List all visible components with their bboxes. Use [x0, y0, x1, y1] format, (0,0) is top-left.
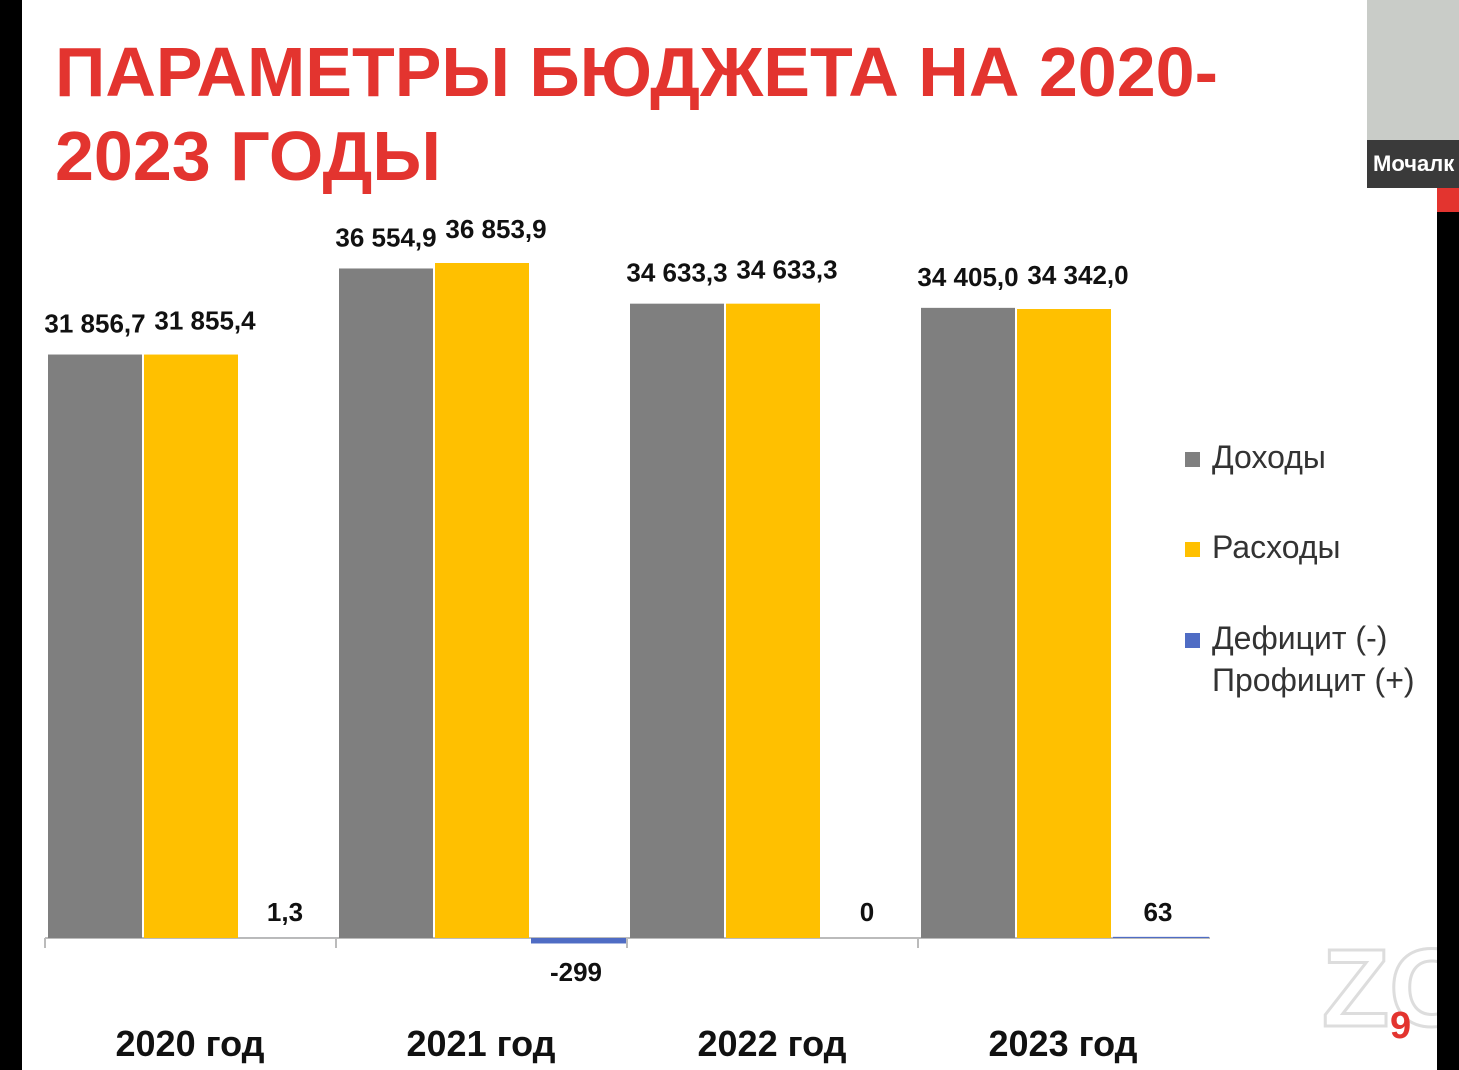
data-label: 36 554,9: [335, 222, 436, 252]
watermark: ZO: [1322, 926, 1437, 1052]
data-label: 1,3: [267, 897, 303, 927]
data-label: 34 633,3: [736, 255, 837, 285]
bar: [144, 354, 238, 938]
data-label: 34 405,0: [917, 262, 1018, 292]
bar: [726, 303, 820, 939]
x-tick-label: 2023 год: [989, 1023, 1138, 1064]
data-label: 36 853,9: [445, 214, 546, 244]
x-tick-label: 2021 год: [407, 1023, 556, 1064]
bar: [339, 268, 433, 939]
data-label: -299: [550, 957, 602, 987]
bar: [435, 263, 529, 938]
legend-label: Доходы: [1212, 439, 1326, 475]
x-tick-label: 2020 год: [116, 1023, 265, 1064]
x-tick-label: 2022 год: [698, 1023, 847, 1064]
bar: [630, 303, 724, 939]
legend-swatch: [1185, 452, 1200, 467]
bar: [1017, 309, 1111, 939]
data-label: 34 633,3: [626, 258, 727, 288]
bar: [48, 354, 142, 938]
legend-swatch: [1185, 633, 1200, 648]
bar: [531, 938, 627, 944]
legend-label: Расходы: [1212, 529, 1341, 565]
slide-number: 9: [1390, 1005, 1412, 1047]
data-label: 31 855,4: [154, 306, 256, 336]
bar: [1113, 936, 1209, 938]
data-label: 63: [1144, 897, 1173, 927]
indicator: [1437, 188, 1459, 212]
data-label: 0: [860, 897, 874, 927]
data-label: 31 856,7: [44, 309, 145, 339]
legend-swatch: [1185, 542, 1200, 557]
chart-title: ПАРАМЕТРЫ БЮДЖЕТА НА 2020-2023 ГОДЫ: [55, 33, 1218, 195]
bar: [921, 307, 1015, 938]
legend-label: Дефицит (-) Профицит (+): [1212, 620, 1415, 698]
data-label: 34 342,0: [1027, 260, 1128, 290]
participant-name: Мочалк: [1367, 140, 1459, 188]
